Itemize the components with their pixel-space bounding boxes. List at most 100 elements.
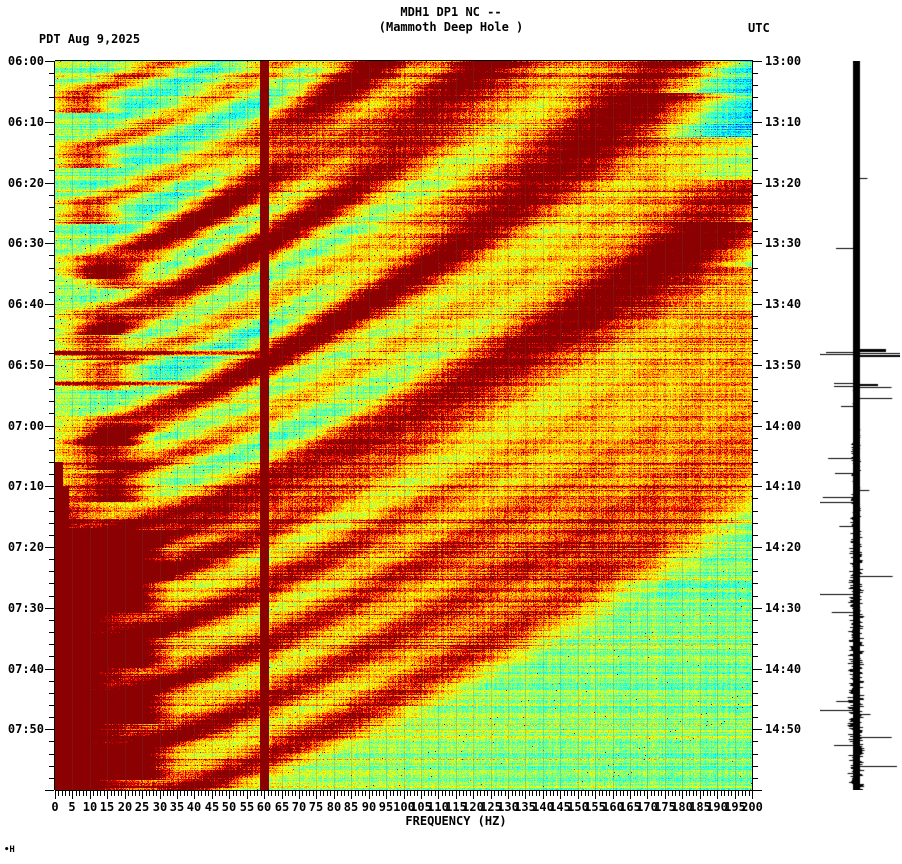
tick-minor-right xyxy=(753,207,758,208)
frequency-label: 15 xyxy=(99,800,115,814)
tick-major-left xyxy=(45,426,54,427)
tick-minor-frequency xyxy=(616,791,617,796)
tick-major-frequency xyxy=(351,791,352,799)
tick-minor-right xyxy=(753,377,758,378)
tick-minor-frequency xyxy=(76,791,77,796)
tick-minor-right xyxy=(753,85,758,86)
tick-minor-frequency xyxy=(167,791,168,796)
tick-minor-frequency xyxy=(254,791,255,796)
tick-minor-frequency xyxy=(323,791,324,796)
seismogram-canvas xyxy=(820,61,900,790)
tick-minor-frequency xyxy=(139,791,140,796)
tick-minor-frequency xyxy=(295,791,296,796)
tick-major-left xyxy=(45,608,54,609)
time-label-pdt: 06:40 xyxy=(7,297,44,311)
tick-minor-right xyxy=(753,292,758,293)
tick-minor-frequency xyxy=(135,791,136,796)
tick-minor-frequency xyxy=(201,791,202,796)
tick-minor-frequency xyxy=(156,791,157,796)
tick-minor-left xyxy=(49,498,54,499)
tick-minor-right xyxy=(753,583,758,584)
tick-minor-frequency xyxy=(470,791,471,796)
tick-minor-left xyxy=(49,535,54,536)
tick-major-frequency xyxy=(735,791,736,799)
tick-minor-frequency xyxy=(498,791,499,796)
tick-minor-right xyxy=(753,328,758,329)
tick-minor-frequency xyxy=(435,791,436,796)
tick-major-left xyxy=(45,183,54,184)
tick-minor-frequency xyxy=(466,791,467,796)
tick-minor-frequency xyxy=(749,791,750,796)
tick-minor-frequency xyxy=(292,791,293,796)
tick-major-right xyxy=(753,243,762,244)
tick-major-left xyxy=(45,729,54,730)
tick-minor-frequency xyxy=(620,791,621,796)
frequency-label: 185 xyxy=(689,800,711,814)
tick-minor-frequency xyxy=(302,791,303,796)
tick-major-frequency xyxy=(543,791,544,799)
tick-minor-left xyxy=(49,73,54,74)
tick-minor-left xyxy=(49,656,54,657)
time-label-utc: 13:20 xyxy=(765,176,802,190)
time-label-pdt: 07:30 xyxy=(7,601,44,615)
tick-minor-frequency xyxy=(707,791,708,796)
tick-minor-frequency xyxy=(487,791,488,796)
frequency-label: 160 xyxy=(602,800,624,814)
tick-minor-frequency xyxy=(494,791,495,796)
corner-artifact: •H xyxy=(4,845,15,855)
tick-minor-right xyxy=(753,705,758,706)
frequency-label: 50 xyxy=(221,800,237,814)
tick-minor-frequency xyxy=(250,791,251,796)
frequency-label: 90 xyxy=(361,800,377,814)
tick-minor-frequency xyxy=(581,791,582,796)
tick-minor-frequency xyxy=(703,791,704,796)
tick-minor-left xyxy=(49,693,54,694)
tick-major-left xyxy=(45,304,54,305)
tick-minor-frequency xyxy=(407,791,408,796)
tick-minor-frequency xyxy=(459,791,460,796)
tick-minor-frequency xyxy=(442,791,443,796)
frequency-label: 105 xyxy=(410,800,432,814)
tick-major-frequency xyxy=(613,791,614,799)
tick-minor-frequency xyxy=(111,791,112,796)
tick-minor-right xyxy=(753,231,758,232)
tick-major-frequency xyxy=(647,791,648,799)
tick-major-frequency xyxy=(334,791,335,799)
tick-minor-frequency xyxy=(393,791,394,796)
tick-minor-right xyxy=(753,134,758,135)
tick-minor-right xyxy=(753,73,758,74)
tick-minor-frequency xyxy=(233,791,234,796)
tick-minor-frequency xyxy=(104,791,105,796)
time-label-pdt: 07:10 xyxy=(7,479,44,493)
time-label-utc: 14:20 xyxy=(765,540,802,554)
tick-minor-left xyxy=(49,559,54,560)
tick-major-frequency xyxy=(700,791,701,799)
tick-minor-frequency xyxy=(414,791,415,796)
time-label-pdt: 06:50 xyxy=(7,358,44,372)
tick-major-frequency xyxy=(299,791,300,799)
tick-minor-frequency xyxy=(97,791,98,796)
frequency-axis-title: FREQUENCY (HZ) xyxy=(405,814,507,828)
tick-minor-left xyxy=(49,316,54,317)
tick-minor-frequency xyxy=(205,791,206,796)
tick-major-frequency xyxy=(491,791,492,799)
time-label-utc: 14:40 xyxy=(765,662,802,676)
tick-minor-frequency xyxy=(100,791,101,796)
tick-minor-frequency xyxy=(240,791,241,796)
frequency-label: 80 xyxy=(326,800,342,814)
frequency-label: 45 xyxy=(204,800,220,814)
tick-minor-frequency xyxy=(69,791,70,796)
tick-minor-frequency xyxy=(519,791,520,796)
tick-minor-frequency xyxy=(602,791,603,796)
tick-minor-frequency xyxy=(313,791,314,796)
tick-minor-frequency xyxy=(376,791,377,796)
tick-major-frequency xyxy=(194,791,195,799)
time-label-pdt: 06:20 xyxy=(7,176,44,190)
tick-minor-left xyxy=(49,717,54,718)
tick-major-left xyxy=(45,122,54,123)
tick-minor-frequency xyxy=(505,791,506,796)
tick-minor-left xyxy=(49,389,54,390)
tick-minor-right xyxy=(753,97,758,98)
tick-minor-frequency xyxy=(532,791,533,796)
